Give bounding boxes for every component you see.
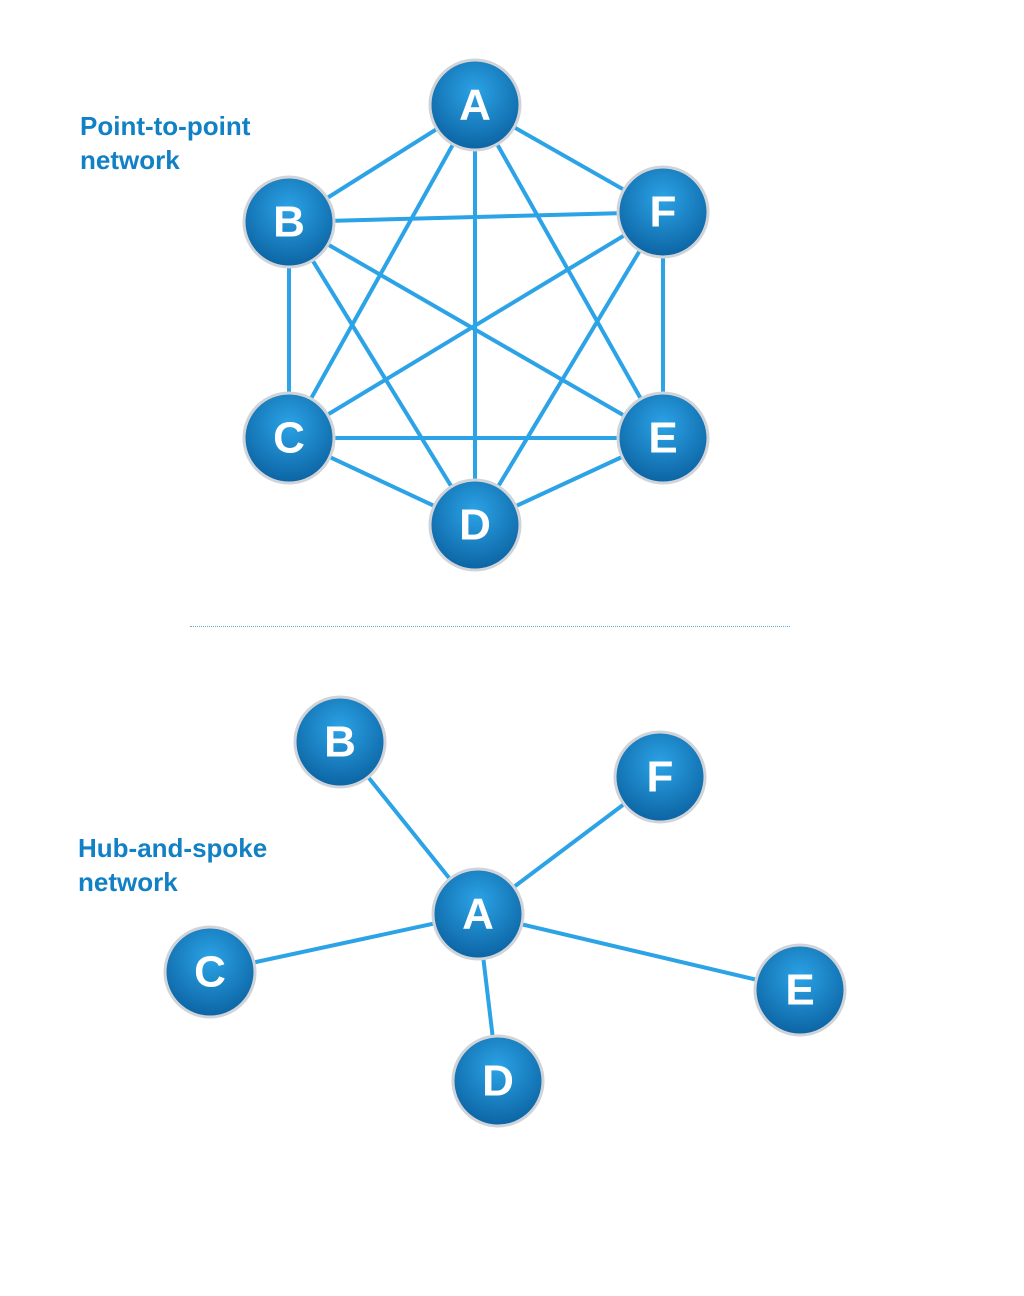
node-F: F [615, 732, 705, 822]
node-label-A: A [462, 890, 494, 939]
node-D: D [453, 1036, 543, 1126]
node-label-E: E [785, 966, 814, 1015]
edge-A-E [478, 914, 800, 990]
node-A: A [433, 869, 523, 959]
node-B: B [295, 697, 385, 787]
node-label-C: C [194, 948, 226, 997]
diagram2-svg: A B C D E F [0, 0, 1024, 1296]
node-label-B: B [324, 718, 356, 767]
node-label-D: D [482, 1057, 514, 1106]
node-E: E [755, 945, 845, 1035]
node-label-F: F [647, 753, 674, 802]
node-C: C [165, 927, 255, 1017]
